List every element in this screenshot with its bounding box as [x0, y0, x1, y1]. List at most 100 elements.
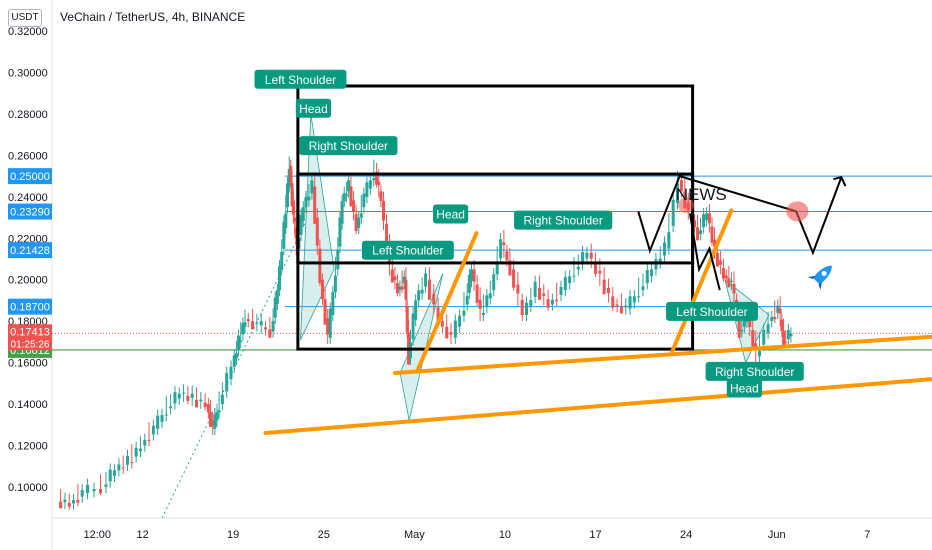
candle-body: [475, 284, 479, 303]
candle-body: [751, 330, 755, 347]
candle-body: [718, 260, 722, 265]
candle-body: [315, 217, 319, 246]
candle-body: [398, 286, 402, 291]
x-tick-label: May: [404, 529, 425, 541]
candle-body: [576, 266, 580, 270]
candle-body: [190, 393, 194, 398]
candle-body: [727, 278, 731, 288]
pattern-label: Right Shoulder: [309, 139, 388, 153]
candle-body: [362, 193, 366, 208]
candle-body: [619, 305, 623, 314]
candle-body: [143, 439, 147, 446]
candle-body: [290, 183, 294, 207]
candle-body: [342, 193, 346, 201]
candle-body: [396, 283, 400, 294]
candle-body: [331, 292, 335, 315]
candle-body: [432, 293, 436, 305]
candle-body: [470, 269, 474, 282]
candle-body: [215, 412, 219, 421]
candle-body: [301, 207, 305, 222]
pattern-label: Head: [730, 382, 759, 396]
candle-body: [563, 276, 567, 291]
candle-body: [344, 194, 348, 197]
candle-body: [113, 470, 117, 476]
candle-body: [748, 317, 752, 328]
candle-body: [615, 304, 619, 306]
candle-body: [742, 315, 746, 327]
candle-body: [512, 269, 516, 288]
candle-body: [104, 484, 108, 487]
candle-body: [234, 353, 238, 359]
pattern-label-bg: [666, 301, 758, 321]
candle-body: [108, 469, 112, 482]
candle-body: [333, 275, 337, 293]
candle-body: [177, 393, 181, 399]
candle-body: [92, 488, 96, 492]
candle-body: [505, 251, 509, 261]
pattern-label-bg: [299, 136, 398, 156]
candle-body: [440, 321, 444, 327]
candle-body: [291, 200, 295, 215]
candle-body: [537, 288, 541, 300]
price-tag: 0.25000: [10, 171, 50, 183]
currency-button[interactable]: USDT: [8, 9, 42, 27]
candle-body: [467, 274, 471, 293]
candle-body: [147, 439, 151, 441]
candle-body: [349, 186, 353, 207]
candle-body: [294, 227, 298, 239]
candle-body: [156, 415, 160, 429]
candle-body: [568, 276, 572, 284]
candle-body: [377, 181, 381, 186]
candle-body: [318, 248, 322, 283]
candle-body: [637, 296, 641, 298]
candle-body: [632, 296, 636, 303]
candle-body: [241, 323, 245, 335]
candle-body: [645, 270, 649, 284]
candle-body: [641, 286, 645, 291]
target-marker: [786, 201, 809, 222]
x-tick-label: 24: [680, 529, 692, 541]
orange-trendline: [263, 377, 932, 436]
pattern-label-bg: [254, 69, 347, 89]
price-tag-bg: [8, 242, 52, 259]
candle-body: [671, 199, 675, 226]
candle-body: [372, 178, 376, 181]
candle-body: [533, 281, 537, 297]
candle-body: [121, 467, 125, 469]
candle-body: [286, 183, 290, 208]
candle-body: [411, 313, 415, 340]
projection-path: [637, 174, 843, 256]
candle-body: [220, 394, 224, 405]
candle-body: [462, 310, 466, 316]
candle-body: [508, 260, 512, 276]
candle-body: [715, 252, 719, 267]
y-tick-label: 0.24000: [8, 192, 48, 204]
price-tag: 0.23290: [10, 207, 50, 219]
candle-body: [707, 213, 711, 224]
pattern-label: Left Shoulder: [676, 305, 747, 319]
candle-body: [696, 227, 700, 241]
candle-body: [304, 197, 308, 208]
candle-body: [273, 297, 277, 318]
current-price-tag-bg: [8, 324, 52, 351]
candle-body: [206, 404, 210, 413]
y-tick-label: 0.20000: [8, 275, 48, 287]
candle-body: [382, 200, 386, 221]
pattern-label-bg: [514, 210, 613, 230]
candle-body: [293, 217, 297, 222]
candle-body: [164, 414, 168, 416]
candle-body: [663, 242, 667, 256]
candle-body: [488, 293, 492, 299]
candle-body: [169, 406, 173, 409]
candle-body: [417, 290, 421, 301]
candle-body: [213, 414, 217, 429]
candle-body: [679, 180, 683, 192]
candle-body: [151, 425, 155, 435]
candle-body: [529, 300, 533, 306]
candle-body: [239, 340, 243, 342]
candle-body: [195, 399, 199, 408]
y-tick-label: 0.32000: [8, 26, 48, 38]
candle-body: [182, 392, 186, 394]
candle-body: [594, 261, 598, 274]
